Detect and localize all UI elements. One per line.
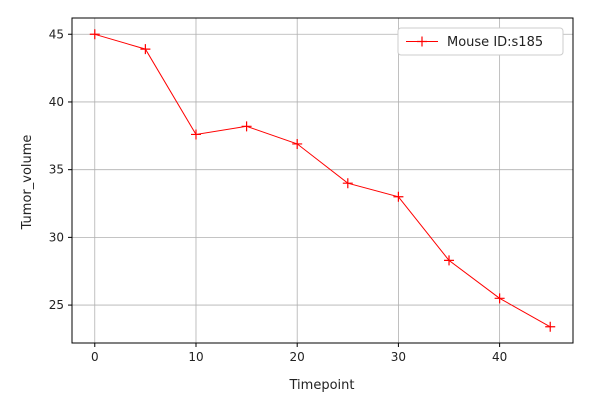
- x-tick-label: 40: [492, 350, 507, 364]
- data-point-marker: [545, 321, 556, 332]
- data-point-marker: [393, 191, 404, 202]
- legend-box: [397, 27, 564, 56]
- data-point-marker: [190, 129, 201, 140]
- series-line: [94, 33, 551, 328]
- x-axis-label: Timepoint: [289, 378, 355, 393]
- data-point-marker: [444, 255, 455, 266]
- data-point-marker: [292, 138, 303, 149]
- data-point-marker: [342, 178, 353, 189]
- legend-marker-swatch: [417, 36, 427, 47]
- series-layer: [89, 29, 556, 332]
- y-tick-label: 25: [49, 298, 64, 312]
- x-tick-label: 20: [290, 350, 305, 364]
- y-tick-label: 30: [49, 230, 64, 244]
- data-point-marker: [140, 44, 151, 55]
- x-tick-label: 30: [391, 350, 406, 364]
- x-tick-label: 10: [188, 350, 203, 364]
- data-point-marker: [494, 293, 505, 304]
- legend-label: Mouse ID:s185: [447, 35, 543, 50]
- y-tick-label: 35: [49, 163, 64, 177]
- data-point-marker: [241, 121, 252, 132]
- data-point-marker: [89, 29, 100, 40]
- legend: Mouse ID:s185: [397, 27, 564, 56]
- y-tick-label: 45: [49, 27, 64, 41]
- y-axis-label: Tumor_volume: [20, 135, 35, 231]
- axis-ticks: 0 10 20 30 40 25 30 35 40 45: [49, 27, 508, 364]
- y-tick-label: 40: [49, 95, 64, 109]
- grid-lines: [72, 18, 573, 343]
- plot-area: [71, 17, 574, 344]
- x-tick-label: 0: [91, 350, 99, 364]
